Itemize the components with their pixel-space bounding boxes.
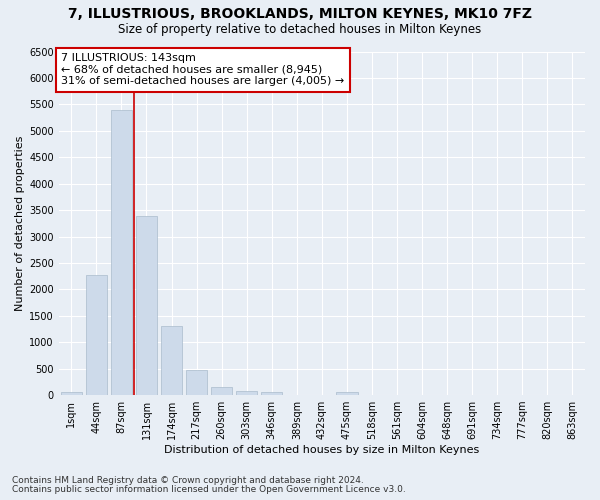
Text: Contains HM Land Registry data © Crown copyright and database right 2024.: Contains HM Land Registry data © Crown c… bbox=[12, 476, 364, 485]
Bar bbox=[111, 110, 132, 395]
X-axis label: Distribution of detached houses by size in Milton Keynes: Distribution of detached houses by size … bbox=[164, 445, 479, 455]
Bar bbox=[211, 386, 232, 395]
Y-axis label: Number of detached properties: Number of detached properties bbox=[15, 136, 25, 311]
Bar bbox=[261, 392, 283, 395]
Text: 7, ILLUSTRIOUS, BROOKLANDS, MILTON KEYNES, MK10 7FZ: 7, ILLUSTRIOUS, BROOKLANDS, MILTON KEYNE… bbox=[68, 8, 532, 22]
Bar bbox=[236, 391, 257, 395]
Bar bbox=[186, 370, 207, 395]
Text: Contains public sector information licensed under the Open Government Licence v3: Contains public sector information licen… bbox=[12, 485, 406, 494]
Bar bbox=[86, 274, 107, 395]
Text: Size of property relative to detached houses in Milton Keynes: Size of property relative to detached ho… bbox=[118, 22, 482, 36]
Bar bbox=[336, 392, 358, 395]
Text: 7 ILLUSTRIOUS: 143sqm
← 68% of detached houses are smaller (8,945)
31% of semi-d: 7 ILLUSTRIOUS: 143sqm ← 68% of detached … bbox=[61, 53, 344, 86]
Bar bbox=[61, 392, 82, 395]
Bar bbox=[161, 326, 182, 395]
Bar bbox=[136, 216, 157, 395]
